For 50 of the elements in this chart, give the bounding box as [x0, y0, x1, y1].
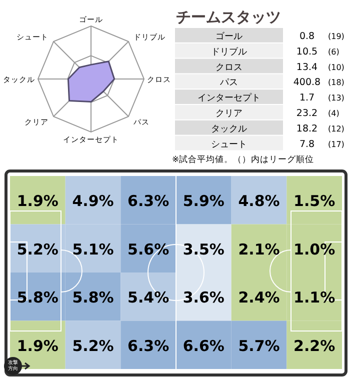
category-label: ドリブル [211, 46, 247, 58]
data-label: 5.2% [16, 240, 58, 258]
category-label: ゴール [216, 31, 242, 42]
data-label: 23.2 [296, 108, 318, 119]
category-label: クリア [216, 109, 242, 119]
data-label: 400.8 [293, 77, 321, 88]
data-label: 1.5% [294, 192, 336, 210]
text: チームスタッツ [176, 8, 281, 26]
data-label: 6.3% [128, 192, 170, 210]
data-label: 6.3% [128, 336, 170, 355]
data-label: 5.4% [128, 288, 170, 307]
text: (18) [328, 78, 344, 88]
text: (17) [328, 140, 344, 149]
text: ※試合平均値。（）内はリーグ順位 [172, 154, 314, 165]
data-label: 5.7% [238, 336, 280, 355]
data-label: 5.2% [72, 336, 114, 355]
text: (4) [328, 109, 340, 118]
category-label: パス [219, 78, 238, 88]
data-label: 5.9% [182, 192, 224, 210]
data-label: 1.9% [16, 336, 58, 355]
data-label: 1.7 [299, 92, 315, 104]
data-label: 7.8 [299, 138, 315, 150]
data-label: 2.4% [238, 288, 280, 307]
category-label: クロス [216, 62, 242, 73]
data-label: 13.4 [296, 62, 318, 73]
data-label: 2.1% [238, 240, 280, 258]
data-label: 0.8 [299, 31, 315, 42]
data-label: 1.9% [16, 192, 58, 210]
category-label: シュート [211, 140, 247, 150]
text: (13) [328, 94, 344, 103]
data-label: 1.1% [294, 288, 336, 307]
text: (6) [328, 47, 340, 56]
data-label: 5.8% [16, 288, 58, 307]
text: (10) [328, 62, 344, 72]
data-label: 3.6% [182, 288, 224, 307]
data-label: 6.6% [182, 336, 224, 355]
data-label: 18.2 [296, 123, 318, 134]
data-label: 1.0% [294, 240, 336, 258]
data-label: 2.2% [294, 336, 336, 355]
data-label: 10.5 [296, 46, 318, 58]
category-label: タックル [211, 124, 247, 134]
data-label: 5.8% [72, 288, 114, 307]
data-label: 5.1% [72, 240, 114, 258]
category-label: インターセプト [198, 92, 260, 104]
text: (19) [328, 32, 344, 41]
text: (12) [328, 124, 344, 134]
data-label: 4.8% [238, 192, 280, 210]
data-label: 4.9% [72, 192, 114, 210]
data-label: 3.5% [182, 240, 224, 258]
data-label: 5.6% [128, 240, 170, 258]
